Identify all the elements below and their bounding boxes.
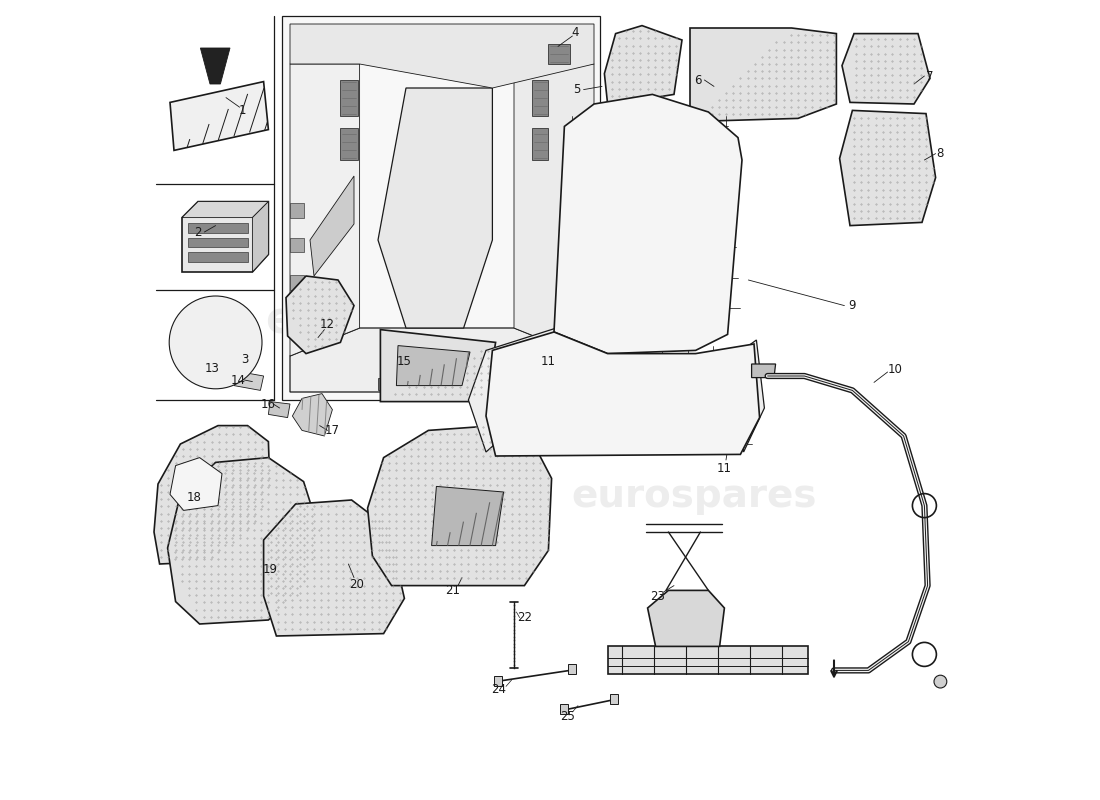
Polygon shape (268, 402, 290, 418)
Polygon shape (170, 458, 222, 510)
Polygon shape (264, 500, 405, 636)
Text: 20: 20 (349, 578, 364, 590)
Polygon shape (751, 364, 776, 378)
Text: 5: 5 (573, 83, 581, 96)
Polygon shape (842, 34, 930, 104)
Polygon shape (310, 176, 354, 276)
Polygon shape (381, 330, 496, 402)
Polygon shape (340, 80, 358, 116)
Polygon shape (252, 202, 268, 272)
Polygon shape (549, 44, 570, 64)
Text: 23: 23 (650, 590, 666, 602)
Circle shape (204, 330, 228, 354)
Text: 21: 21 (444, 584, 460, 597)
Polygon shape (469, 328, 557, 452)
Text: 14: 14 (231, 374, 245, 386)
Polygon shape (290, 64, 360, 356)
Text: 11: 11 (717, 462, 732, 474)
Polygon shape (290, 203, 304, 218)
Polygon shape (182, 202, 268, 218)
Polygon shape (560, 704, 568, 714)
Text: 15: 15 (397, 355, 411, 368)
Polygon shape (839, 110, 936, 226)
Text: 19: 19 (263, 563, 277, 576)
Circle shape (169, 296, 262, 389)
Polygon shape (188, 223, 248, 233)
Text: 7: 7 (926, 70, 934, 82)
Polygon shape (448, 378, 508, 390)
Text: 2: 2 (195, 226, 201, 238)
Text: 12: 12 (320, 318, 336, 331)
Polygon shape (494, 676, 502, 686)
Polygon shape (216, 358, 248, 380)
Polygon shape (486, 332, 760, 456)
Polygon shape (188, 238, 248, 247)
Polygon shape (378, 88, 493, 328)
Text: 13: 13 (205, 362, 220, 374)
Text: 4: 4 (572, 26, 580, 38)
Polygon shape (396, 346, 470, 386)
Polygon shape (340, 128, 358, 160)
Text: 6: 6 (694, 74, 702, 86)
Polygon shape (154, 426, 270, 564)
Circle shape (194, 320, 238, 365)
Circle shape (934, 675, 947, 688)
Polygon shape (604, 26, 682, 110)
Polygon shape (568, 664, 575, 674)
Polygon shape (290, 238, 304, 252)
Polygon shape (610, 694, 618, 704)
Polygon shape (431, 486, 504, 546)
Text: 24: 24 (492, 683, 506, 696)
Polygon shape (690, 28, 836, 122)
Text: 17: 17 (324, 424, 340, 437)
Polygon shape (182, 202, 268, 272)
Text: 1: 1 (239, 104, 245, 117)
Polygon shape (282, 16, 601, 400)
Circle shape (182, 309, 250, 376)
Polygon shape (290, 24, 594, 88)
Polygon shape (188, 252, 248, 262)
Polygon shape (378, 378, 408, 390)
Polygon shape (293, 394, 332, 436)
Text: 22: 22 (517, 611, 532, 624)
Text: 11: 11 (541, 355, 556, 368)
Polygon shape (286, 276, 354, 354)
Text: 9: 9 (849, 299, 856, 312)
Circle shape (209, 336, 222, 349)
Polygon shape (581, 242, 594, 256)
Text: 16: 16 (261, 398, 276, 410)
Text: 18: 18 (187, 491, 201, 504)
Text: eurospares: eurospares (571, 477, 816, 515)
Polygon shape (290, 328, 594, 392)
Text: 8: 8 (937, 147, 944, 160)
Polygon shape (167, 458, 320, 624)
Polygon shape (734, 340, 764, 452)
Polygon shape (607, 646, 807, 674)
Polygon shape (648, 590, 725, 646)
Text: eurospares: eurospares (265, 298, 547, 342)
Polygon shape (170, 82, 268, 150)
Polygon shape (290, 275, 304, 290)
Polygon shape (532, 128, 549, 160)
Polygon shape (200, 48, 230, 84)
Text: 3: 3 (241, 354, 249, 366)
Polygon shape (532, 80, 549, 116)
Polygon shape (367, 426, 551, 586)
Polygon shape (581, 275, 594, 290)
Text: 25: 25 (560, 710, 575, 722)
Text: 10: 10 (888, 363, 903, 376)
Polygon shape (514, 64, 594, 360)
Polygon shape (554, 94, 742, 354)
Polygon shape (234, 371, 264, 390)
